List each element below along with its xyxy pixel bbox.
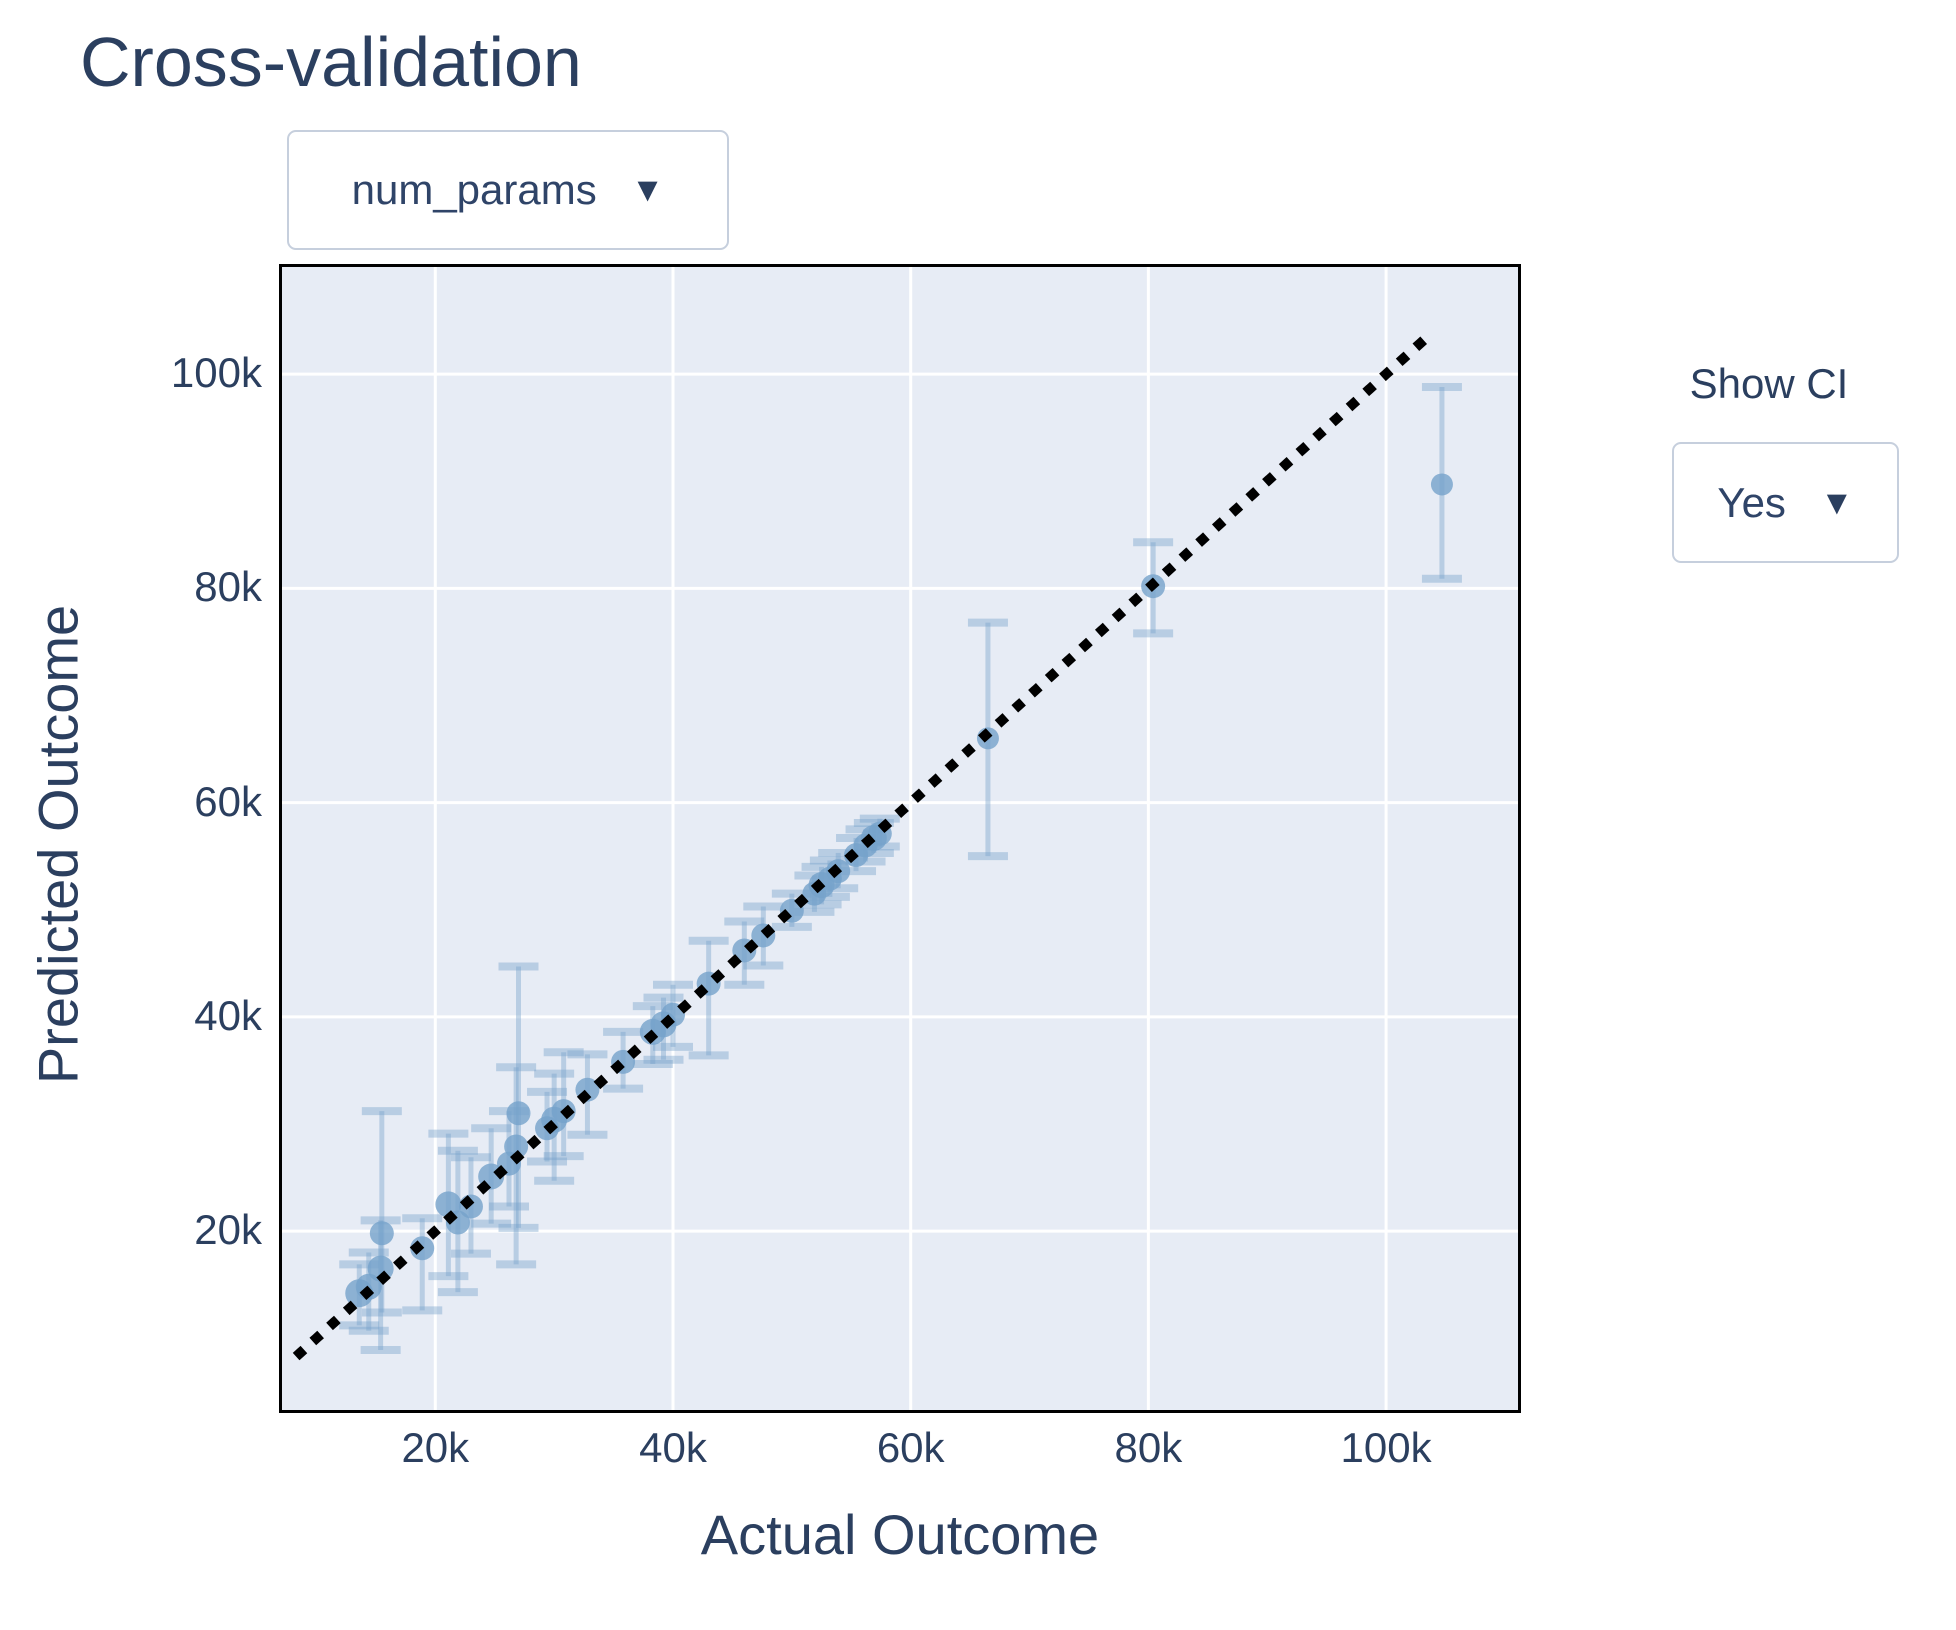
data-point[interactable] bbox=[1430, 473, 1453, 496]
param-dropdown-value: num_params bbox=[351, 166, 597, 213]
param-dropdown[interactable]: num_params ▼ bbox=[287, 130, 729, 250]
identity-line bbox=[292, 322, 1444, 1361]
data-point[interactable] bbox=[369, 1221, 394, 1246]
y-tick-label: 100k bbox=[170, 349, 262, 397]
x-tick-label: 100k bbox=[1340, 1424, 1432, 1471]
x-tick-label: 60k bbox=[876, 1424, 945, 1471]
y-tick-label: 60k bbox=[194, 777, 262, 825]
y-tick-label: 40k bbox=[194, 991, 262, 1039]
y-tick-label: 20k bbox=[194, 1206, 262, 1254]
scatter-chart bbox=[282, 267, 1518, 1410]
plot-area bbox=[279, 264, 1521, 1413]
y-tick-label: 80k bbox=[194, 563, 262, 611]
data-point[interactable] bbox=[458, 1194, 483, 1219]
x-tick-label: 40k bbox=[639, 1424, 707, 1471]
show-ci-dropdown[interactable]: Yes ▼ bbox=[1672, 442, 1899, 563]
chevron-down-icon: ▼ bbox=[1819, 483, 1854, 522]
x-tick-label: 20k bbox=[401, 1424, 470, 1471]
data-point[interactable] bbox=[506, 1101, 531, 1126]
data-point[interactable] bbox=[504, 1134, 529, 1159]
show-ci-value: Yes bbox=[1717, 478, 1786, 526]
data-point[interactable] bbox=[435, 1191, 462, 1218]
show-ci-label: Show CI bbox=[1689, 360, 1849, 407]
x-tick-label: 80k bbox=[1114, 1424, 1183, 1471]
page-title: Cross-validation bbox=[80, 23, 582, 101]
x-axis-title: Actual Outcome bbox=[700, 1503, 1100, 1566]
chevron-down-icon: ▼ bbox=[630, 171, 665, 209]
y-axis-title: Predicted Outcome bbox=[26, 604, 90, 1085]
